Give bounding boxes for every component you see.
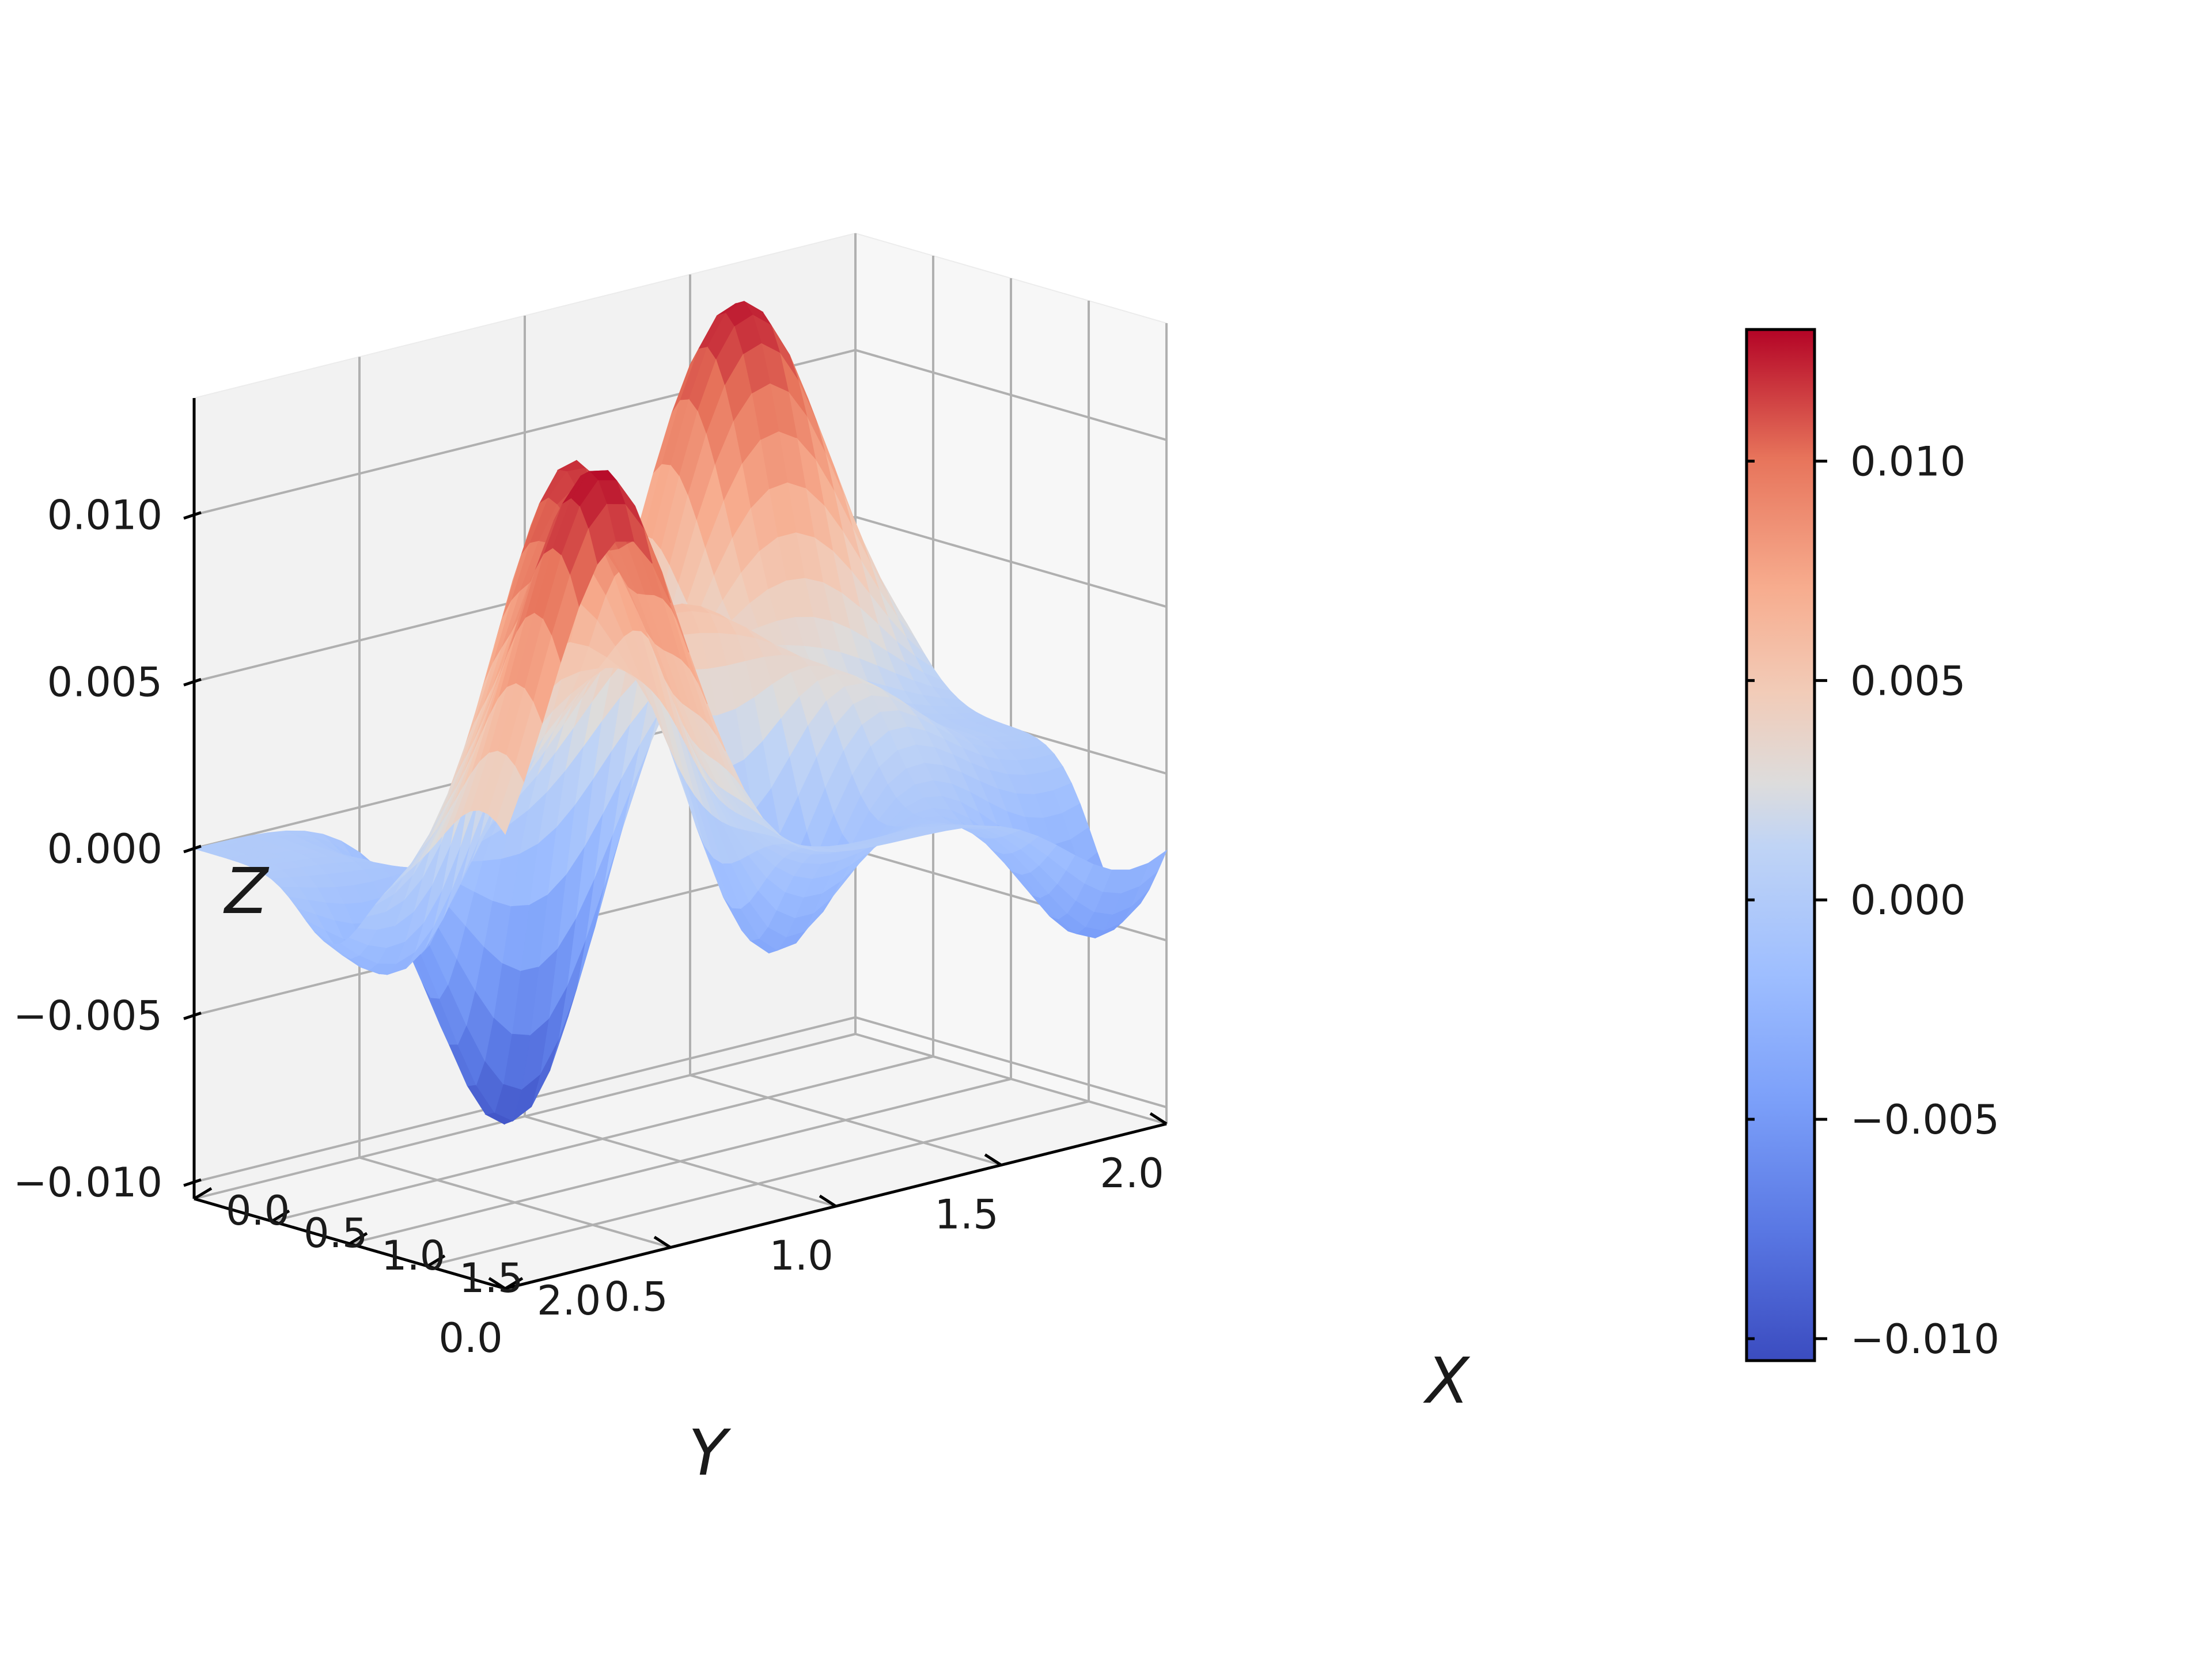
y-tick-mark [1149,1112,1168,1126]
colorbar [1745,328,1816,1362]
grid-line-floor-y [690,1074,1002,1166]
z-tick-mark [183,844,202,854]
y-tick-label: 2.0 [1100,1150,1164,1197]
x-tick-mark [426,1254,446,1268]
z-tick-mark [183,1178,202,1187]
y-tick-mark [653,1236,672,1249]
colorbar-tick-label: 0.000 [1850,877,1965,924]
z-tick-mark [183,677,202,687]
surface-patch [496,765,524,835]
x-axis-title: X [1423,1344,1471,1418]
grid-line-back-horizontal [855,1016,1167,1108]
colorbar-tick-label: 0.005 [1850,657,1965,704]
z-tick-label: −0.005 [13,992,162,1039]
colorbar-tick-label: 0.010 [1850,438,1965,486]
y-tick-mark [984,1153,1002,1166]
y-tick-mark [488,1277,506,1290]
y-tick-label: 0.0 [438,1315,502,1362]
y-tick-mark [819,1194,837,1208]
z-tick-mark [183,1012,202,1020]
y-tick-label: 1.5 [934,1191,998,1238]
y-tick-label: 0.5 [604,1274,668,1321]
z-tick-label: 0.000 [47,825,162,873]
colorbar-ticks: 0.010 0.005 0.000 −0.005 −0.010 [1747,438,1999,1363]
x-tick-mark [271,1209,290,1223]
x-tick-label: 0.5 [304,1210,368,1257]
x-tick-label: 1.5 [459,1255,523,1302]
x-tick-mark [193,1187,213,1200]
x-tick-label: 2.0 [537,1277,601,1324]
y-tick-label: 1.0 [769,1232,833,1279]
x-tick-label: 1.0 [381,1232,445,1279]
grid-line-floor-x [349,1078,1012,1245]
z-tick-mark [183,511,202,520]
axis-labels: 0.0 0.5 1.0 1.5 2.0 0.0 0.5 1.0 1.5 2.0 0.010 0.005… [13,492,1164,1362]
y-axis-title: Y [688,1416,732,1490]
surface-plot [192,301,1168,1125]
colorbar-tick-label: −0.005 [1850,1096,1999,1143]
grid-line-back-horizontal [855,516,1167,608]
z-tick-label: −0.010 [13,1159,162,1206]
grid-line-back-horizontal [855,349,1167,441]
z-axis-title: Z [223,854,270,928]
colorbar-tick-label: −0.010 [1850,1316,1999,1363]
x-tick-mark [349,1232,368,1245]
grid-line-floor-y [855,1033,1167,1125]
z-tick-label: 0.005 [47,658,162,706]
x-tick-mark [504,1277,524,1290]
z-tick-label: 0.010 [47,492,162,539]
x-tick-label: 0.0 [226,1187,290,1234]
axes-lines [183,398,1168,1290]
grid-line-floor-x [427,1100,1089,1267]
